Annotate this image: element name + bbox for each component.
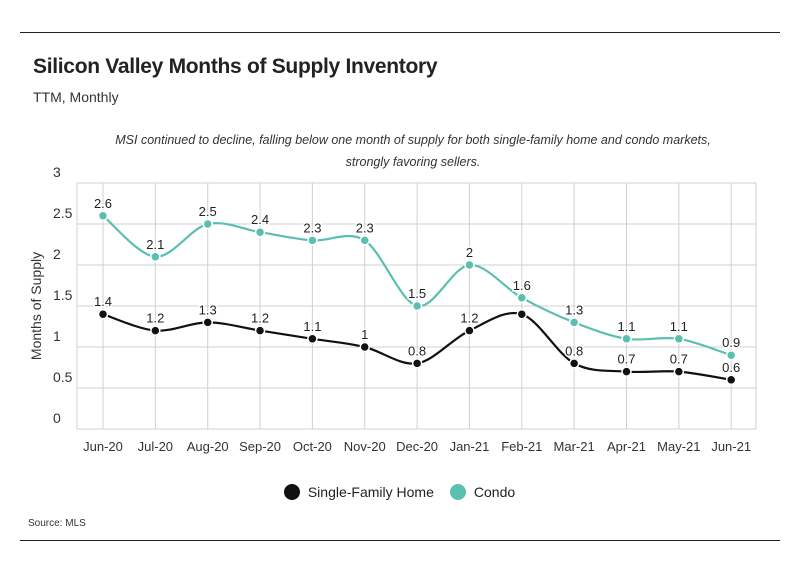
legend-label-condo: Condo	[473, 484, 516, 500]
y-tick-label: 1.5	[53, 287, 73, 303]
legend-swatch-single-family	[283, 484, 300, 500]
x-tick-label: Oct-20	[293, 439, 332, 454]
data-point-single-family	[568, 358, 580, 369]
data-point-single-family	[673, 366, 685, 377]
x-tick-label: Dec-20	[396, 439, 438, 454]
data-label-condo: 1.3	[565, 302, 583, 317]
data-label-single-family: 1.4	[94, 294, 112, 309]
data-point-condo	[254, 226, 266, 238]
x-tick-label: Mar-21	[554, 439, 595, 454]
data-point-single-family	[202, 317, 213, 328]
data-label-single-family: 0.8	[565, 343, 583, 358]
data-label-single-family: 0.7	[617, 352, 635, 367]
top-rule	[20, 32, 780, 33]
x-tick-label: Feb-21	[501, 439, 542, 454]
data-label-condo: 1.6	[513, 278, 531, 293]
x-tick-label: May-21	[657, 439, 700, 454]
data-point-single-family	[464, 325, 475, 336]
data-point-single-family	[621, 366, 632, 377]
data-point-condo	[150, 251, 161, 263]
data-point-single-family	[97, 308, 109, 320]
data-point-single-family	[725, 374, 737, 386]
chart-title: Silicon Valley Months of Supply Inventor…	[33, 55, 438, 78]
data-label-condo: 1.1	[617, 319, 635, 334]
x-tick-label: Sep-20	[239, 439, 281, 454]
data-point-condo	[621, 333, 632, 345]
data-label-single-family: 1.1	[303, 319, 321, 334]
x-tick-label: Apr-21	[607, 439, 646, 454]
chart-subtitle: TTM, Monthly	[33, 89, 119, 105]
data-label-condo: 1.1	[670, 319, 688, 334]
data-label-single-family: 0.6	[722, 360, 740, 375]
data-label-condo: 2.6	[94, 196, 112, 211]
data-point-condo	[516, 292, 528, 304]
chart-legend: Single-Family Home Condo	[0, 484, 799, 500]
data-label-condo: 2	[466, 245, 473, 260]
data-label-single-family: 1.2	[460, 311, 478, 326]
data-point-condo	[359, 235, 370, 246]
data-point-condo	[464, 259, 475, 271]
data-point-condo	[568, 317, 580, 328]
source-note: Source: MLS	[28, 518, 86, 529]
data-label-condo: 2.1	[146, 237, 164, 252]
data-point-single-family	[150, 325, 161, 336]
x-tick-label: Jun-21	[711, 439, 751, 454]
data-point-single-family	[516, 308, 528, 320]
data-label-condo: 0.9	[722, 335, 740, 350]
y-tick-label: 3	[53, 164, 61, 180]
data-point-condo	[202, 218, 213, 230]
legend-label-single-family: Single-Family Home	[307, 484, 434, 500]
data-point-single-family	[254, 325, 266, 336]
data-label-condo: 2.3	[356, 220, 374, 235]
data-point-single-family	[411, 358, 423, 369]
x-tick-label: Jan-21	[450, 439, 490, 454]
data-point-condo	[97, 210, 109, 222]
legend-item-single-family: Single-Family Home	[283, 484, 434, 500]
chart-annotation: MSI continued to decline, falling below …	[115, 133, 711, 169]
data-label-condo: 1.5	[408, 286, 426, 301]
y-tick-label: 2.5	[53, 205, 73, 221]
y-tick-label: 0.5	[53, 369, 73, 385]
y-tick-label: 2	[53, 246, 61, 262]
data-label-single-family: 0.7	[670, 352, 688, 367]
data-label-single-family: 1.2	[146, 311, 164, 326]
data-label-condo: 2.3	[303, 220, 321, 235]
data-point-single-family	[359, 341, 370, 353]
data-label-single-family: 1	[361, 327, 368, 342]
x-tick-label: Aug-20	[187, 439, 229, 454]
data-label-single-family: 1.3	[199, 302, 217, 317]
y-tick-label: 1	[53, 328, 61, 344]
y-tick-label: 0	[53, 410, 61, 426]
data-point-condo	[673, 333, 685, 345]
data-label-condo: 2.4	[251, 212, 269, 227]
data-label-condo: 2.5	[199, 204, 217, 219]
data-point-condo	[725, 349, 737, 361]
data-point-single-family	[307, 333, 318, 345]
data-label-single-family: 0.8	[408, 343, 426, 358]
bottom-rule	[20, 540, 780, 541]
data-point-condo	[307, 235, 318, 246]
x-tick-label: Jul-20	[138, 439, 173, 454]
x-tick-label: Jun-20	[83, 439, 123, 454]
legend-swatch-condo	[449, 484, 466, 500]
x-tick-label: Nov-20	[344, 439, 386, 454]
data-point-condo	[411, 300, 423, 312]
legend-item-condo: Condo	[449, 484, 516, 500]
y-axis-label: Months of Supply	[28, 252, 44, 360]
data-label-single-family: 1.2	[251, 311, 269, 326]
